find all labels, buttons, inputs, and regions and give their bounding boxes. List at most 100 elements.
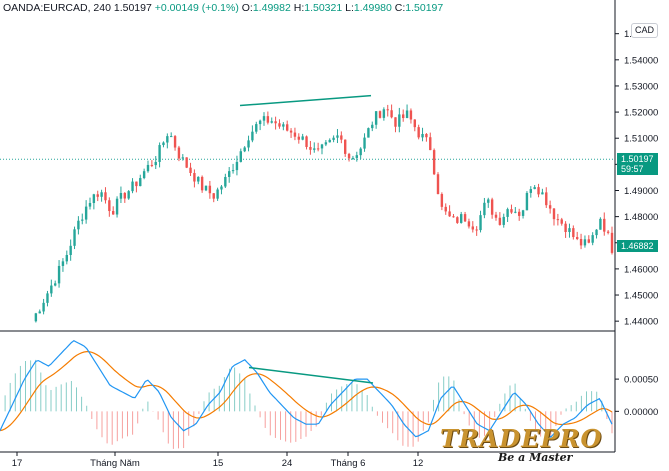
candle-body: [498, 217, 502, 225]
candle-body: [556, 219, 560, 221]
candle-body: [146, 164, 150, 172]
candlestick-series: [34, 94, 614, 323]
candle-body: [610, 232, 614, 253]
price-axis-label: 1.48000: [624, 212, 658, 223]
low-value: 1.49980: [353, 2, 392, 14]
candle-body: [88, 203, 92, 207]
candle-body: [289, 130, 293, 133]
candle-body: [374, 111, 378, 125]
time-axis-label: 15: [213, 458, 224, 469]
candle-body: [38, 311, 41, 314]
current-price-value: 1.50197: [621, 154, 654, 165]
macd-line: [0, 339, 613, 438]
candle-body: [139, 178, 142, 187]
candle-body: [92, 194, 96, 204]
candle-body: [467, 221, 471, 227]
indicator-axis-label: 0.00000: [624, 407, 658, 418]
candle-body: [65, 254, 68, 262]
candle-body: [220, 186, 223, 190]
candle-body: [583, 239, 587, 246]
price-change: +0.00149 (+0.1%): [154, 2, 239, 14]
candle-body: [378, 111, 382, 118]
candle-body: [417, 127, 420, 138]
candle-body: [436, 174, 440, 195]
candle-body: [460, 214, 463, 223]
candle-body: [224, 176, 227, 187]
candle-body: [347, 153, 351, 159]
candle-body: [301, 136, 304, 140]
currency-button[interactable]: CAD: [631, 23, 658, 38]
candle-body: [204, 185, 208, 191]
bar-countdown: 59:57: [621, 164, 644, 175]
candle-body: [189, 167, 192, 174]
price-axis-label: 1.52000: [624, 108, 658, 119]
candle-body: [173, 136, 177, 148]
time-axis-label: Tháng Năm: [90, 458, 140, 469]
candle-body: [394, 117, 397, 127]
candle-body: [483, 202, 486, 216]
candle-body: [363, 137, 366, 149]
price-axis-label: 1.46000: [624, 264, 658, 275]
candle-body: [251, 131, 254, 141]
candle-body: [340, 135, 343, 140]
tradepro-logo: TRADEPRO Be a Master: [440, 424, 665, 469]
candle-body: [456, 217, 459, 223]
last-price: 1.50197: [113, 2, 152, 14]
candle-body: [359, 148, 362, 156]
candle-body: [108, 200, 111, 212]
candle-body: [402, 114, 405, 119]
macd-lines: [0, 339, 613, 438]
candle-body: [463, 214, 467, 222]
candle-body: [61, 261, 65, 266]
candle-body: [425, 133, 428, 138]
indicator-trend-line: [248, 366, 374, 384]
candle-body: [255, 124, 258, 132]
candle-body: [54, 283, 57, 286]
candle-body: [444, 206, 447, 212]
candle-body: [440, 194, 444, 207]
candle-body: [270, 121, 273, 123]
candle-body: [84, 206, 88, 220]
candle-body: [448, 211, 451, 217]
candle-body: [537, 187, 540, 195]
time-axis-label: Tháng 6: [331, 458, 366, 469]
candle-body: [170, 136, 173, 138]
candle-body: [185, 157, 188, 168]
candle-body: [603, 218, 606, 232]
candle-body: [564, 223, 567, 233]
candle-body: [262, 116, 266, 121]
candle-body: [413, 119, 416, 128]
candle-body: [57, 265, 61, 284]
candle-body: [123, 193, 126, 199]
candle-body: [42, 302, 45, 312]
candle-body: [197, 176, 200, 182]
price-axis-label: 1.54000: [624, 55, 658, 66]
candle-body: [228, 171, 231, 177]
candle-body: [521, 210, 525, 216]
candle-body: [216, 189, 219, 199]
candle-body: [142, 171, 146, 179]
candle-body: [135, 181, 138, 187]
candle-body: [34, 313, 38, 322]
candle-body: [568, 228, 571, 233]
candle-body: [104, 192, 107, 201]
candle-body: [541, 192, 544, 195]
symbol-name[interactable]: OANDA:EURCAD, 240: [3, 2, 111, 14]
candle-body: [193, 173, 196, 182]
candle-body: [50, 285, 53, 294]
candle-body: [367, 128, 370, 138]
price-axis-label: 1.51000: [624, 134, 658, 145]
candle-body: [177, 147, 181, 159]
price-trend-line: [239, 94, 372, 107]
candle-body: [309, 146, 312, 150]
candle-body: [576, 237, 579, 240]
candle-body: [429, 137, 432, 151]
candle-body: [432, 150, 436, 175]
high-value: 1.50321: [304, 2, 343, 14]
candle-body: [212, 193, 215, 199]
candle-body: [316, 148, 320, 150]
candle-body: [154, 161, 157, 166]
candle-body: [274, 121, 277, 124]
candle-body: [487, 199, 490, 203]
